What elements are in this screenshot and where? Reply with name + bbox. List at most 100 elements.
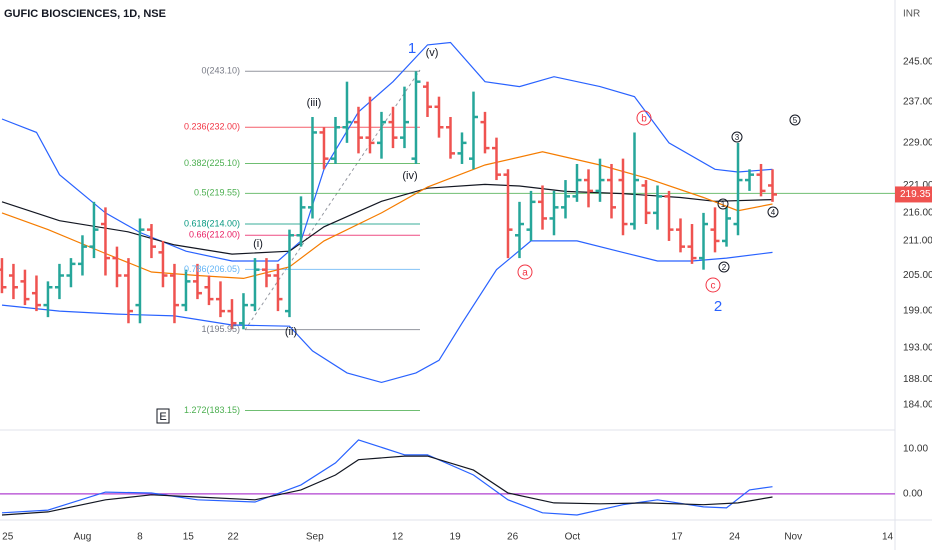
ohlc-bar: [169, 263, 179, 324]
x-tick-label: 24: [729, 532, 741, 543]
ohlc-bar: [537, 185, 547, 230]
x-tick-label: 25: [2, 532, 14, 543]
ohlc-bar: [261, 258, 271, 288]
wave-circle: [517, 264, 533, 280]
ohlc-bar: [756, 163, 766, 197]
ohlc-bar: [514, 201, 524, 259]
wave-label: 4: [771, 208, 776, 217]
x-tick-label: 14: [882, 532, 894, 543]
ohlc-bar: [330, 116, 340, 164]
x-tick-label: 12: [392, 532, 404, 543]
x-tick-label: Nov: [784, 532, 802, 543]
wave-circle: [789, 114, 801, 126]
x-tick-label: 19: [450, 532, 462, 543]
ohlc-bar: [8, 263, 18, 300]
x-tick-label: 22: [228, 532, 240, 543]
wave-label: c: [711, 281, 716, 292]
wave-label: 5: [793, 116, 798, 125]
ohlc-bar: [376, 111, 386, 159]
last-price-label: 219.35: [900, 189, 931, 200]
ohlc-bar: [388, 106, 398, 149]
ohlc-bar: [227, 299, 237, 330]
ohlc-bar: [89, 201, 99, 259]
x-tick-label: Aug: [74, 532, 92, 543]
ohlc-bar: [296, 196, 306, 247]
ohlc-bar: [273, 263, 283, 312]
ohlc-bar: [549, 190, 559, 236]
indicator-line: [1, 240, 773, 384]
wave-label: (ii): [285, 326, 297, 338]
fib-label: 0(243.10): [201, 66, 240, 76]
wave-label: 1: [408, 40, 416, 57]
fib-label: 1.272(183.15): [184, 405, 240, 415]
ohlc-bar: [584, 169, 594, 208]
wave-label: 2: [714, 298, 722, 315]
ohlc-bar: [653, 185, 663, 230]
fib-label: 1(195.95): [201, 324, 240, 334]
ohlc-bar: [215, 281, 225, 318]
ohlc-bar: [284, 229, 294, 318]
fib-label: 0.618(214.00): [184, 218, 240, 228]
wave-circle: [636, 110, 652, 126]
ohlc-bar: [491, 137, 501, 181]
wave-circle: [705, 277, 721, 293]
y-tick-label: 199.00: [903, 306, 932, 317]
ohlc-bar: [353, 106, 363, 154]
ohlc-bar: [733, 142, 743, 236]
ohlc-bar: [457, 132, 467, 164]
ohlc-bar: [687, 224, 697, 264]
y-tick-label: 188.00: [903, 374, 932, 385]
ohlc-bar: [480, 111, 490, 154]
ohlc-bar: [399, 86, 409, 149]
y-tick-label: 184.00: [903, 400, 932, 411]
ohlc-bar: [411, 71, 421, 164]
ohlc-bar: [365, 96, 375, 154]
indicator-line: [1, 151, 773, 280]
y-tick-label: 10.00: [903, 444, 928, 455]
fib-label: 0.382(225.10): [184, 158, 240, 168]
y-tick-label: 193.00: [903, 342, 932, 353]
wave-label: (iii): [307, 97, 322, 109]
wave-label: (v): [426, 47, 439, 59]
wave-circle: [717, 198, 729, 210]
wave-circle: [718, 261, 730, 273]
ohlc-bar: [250, 258, 260, 312]
ohlc-bar: [664, 190, 674, 241]
ohlc-bar: [319, 127, 329, 170]
ohlc-bar: [618, 158, 628, 236]
x-tick-label: 15: [183, 532, 195, 543]
ohlc-bar: [630, 132, 640, 230]
y-tick-label: 229.00: [903, 138, 932, 149]
plot-area: [0, 41, 895, 516]
x-tick-label: 17: [671, 532, 683, 543]
ohlc-bar: [77, 235, 87, 276]
wave-label: 3: [735, 133, 740, 142]
ohlc-bar: [560, 180, 570, 219]
oscillator-line: [1, 455, 773, 516]
wave-label: 1: [721, 200, 726, 209]
ohlc-bar: [595, 158, 605, 202]
ohlc-bar: [66, 258, 76, 288]
ohlc-bar: [0, 258, 7, 294]
ohlc-bar: [112, 246, 122, 288]
currency-label: INR: [903, 9, 920, 20]
ohlc-bar: [135, 218, 145, 324]
x-tick-label: 26: [507, 532, 519, 543]
ohlc-bar: [204, 275, 214, 306]
ohlc-bar: [20, 269, 30, 306]
ohlc-bar: [158, 240, 168, 288]
wave-label: a: [522, 268, 528, 279]
y-tick-label: 205.00: [903, 270, 932, 281]
ohlc-bar: [192, 263, 202, 300]
ohlc-bar: [43, 281, 53, 318]
ohlc-bar: [641, 180, 651, 225]
chart-title: GUFIC BIOSCIENCES, 1D, NSE: [4, 8, 166, 20]
y-tick-label: 0.00: [903, 489, 923, 500]
ohlc-bar: [146, 224, 156, 259]
ohlc-bar: [722, 207, 732, 247]
fib-label: 0.66(212.00): [189, 230, 240, 240]
ohlc-bar: [676, 218, 686, 253]
ohlc-bar: [238, 293, 248, 330]
ohlc-bar: [572, 163, 582, 202]
